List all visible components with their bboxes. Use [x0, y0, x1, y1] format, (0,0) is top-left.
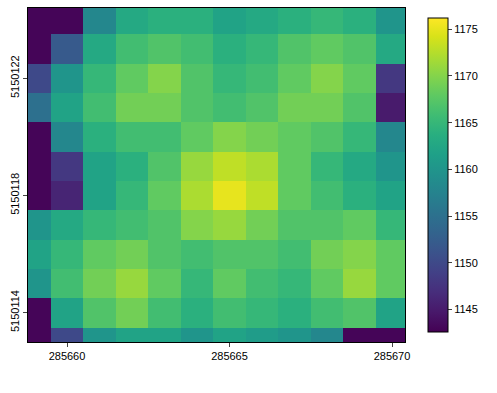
svg-text:5150118: 5150118 — [9, 173, 21, 215]
svg-text:285670: 285670 — [374, 350, 411, 362]
svg-text:1155: 1155 — [454, 210, 478, 222]
svg-text:285665: 285665 — [211, 350, 248, 362]
svg-text:1175: 1175 — [454, 23, 478, 35]
svg-text:5150122: 5150122 — [9, 55, 21, 98]
svg-text:1170: 1170 — [454, 70, 478, 82]
svg-text:1145: 1145 — [454, 303, 478, 315]
svg-text:1150: 1150 — [454, 257, 478, 269]
svg-text:1160: 1160 — [454, 163, 478, 175]
svg-text:285660: 285660 — [49, 350, 86, 362]
svg-text:1165: 1165 — [454, 117, 478, 129]
svg-text:5150114: 5150114 — [9, 290, 21, 332]
